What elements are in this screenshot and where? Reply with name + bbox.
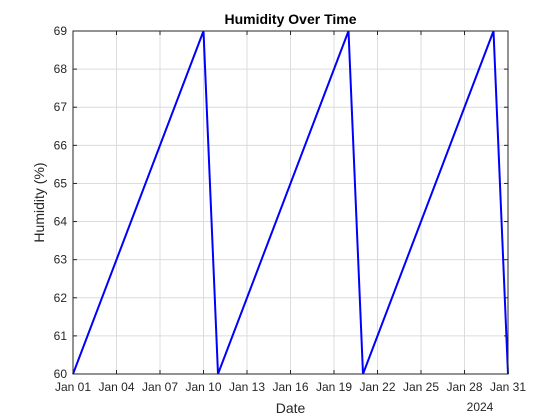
x-tick-label: Jan 28 bbox=[446, 380, 482, 394]
y-tick-label: 68 bbox=[54, 62, 68, 76]
x-tick-label: Jan 25 bbox=[403, 380, 439, 394]
tick-labels: Jan 01 Jan 04 Jan 07 Jan 10 Jan 13 Jan 16 Jan … bbox=[54, 24, 527, 394]
y-axis-label: Humidity (%) bbox=[31, 162, 47, 242]
x-axis-label: Date bbox=[276, 400, 306, 416]
x-tick-label: Jan 19 bbox=[316, 380, 352, 394]
y-tick-label: 66 bbox=[54, 138, 68, 152]
ticks bbox=[72, 30, 509, 375]
x-tick-label: Jan 10 bbox=[185, 380, 221, 394]
y-tick-label: 67 bbox=[54, 100, 68, 114]
x-tick-label: Jan 22 bbox=[359, 380, 395, 394]
x-tick-label: Jan 01 bbox=[55, 380, 91, 394]
y-tick-label: 64 bbox=[54, 215, 68, 229]
x-tick-label: Jan 16 bbox=[272, 380, 308, 394]
y-tick-label: 65 bbox=[54, 176, 68, 190]
x-tick-label: Jan 13 bbox=[229, 380, 265, 394]
y-tick-label: 62 bbox=[54, 291, 68, 305]
y-tick-label: 61 bbox=[54, 329, 68, 343]
y-tick-label: 69 bbox=[54, 24, 68, 38]
chart-title: Humidity Over Time bbox=[224, 11, 356, 27]
x-tick-label: Jan 07 bbox=[142, 380, 178, 394]
y-tick-label: 63 bbox=[54, 253, 68, 267]
x-axis-year-label: 2024 bbox=[467, 400, 494, 414]
x-tick-label: Jan 31 bbox=[490, 380, 526, 394]
y-tick-label: 60 bbox=[54, 367, 68, 381]
x-tick-label: Jan 04 bbox=[98, 380, 134, 394]
